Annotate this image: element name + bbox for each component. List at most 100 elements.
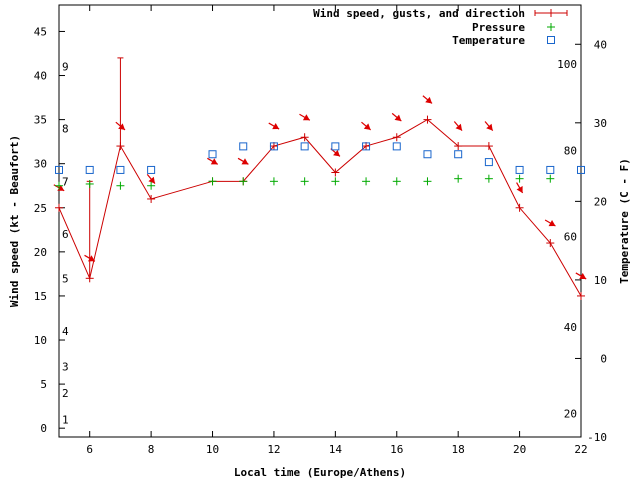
wind-direction-arrow bbox=[361, 121, 372, 131]
x-tick-label: 14 bbox=[329, 443, 343, 456]
pressure-point bbox=[515, 174, 524, 183]
pressure-point bbox=[392, 177, 401, 186]
wind-speed-line bbox=[58, 119, 582, 297]
temperature-point bbox=[423, 150, 432, 159]
beaufort-label: 2 bbox=[62, 387, 69, 400]
legend-swatch-pressure bbox=[547, 23, 555, 31]
x-tick-label: 20 bbox=[513, 443, 526, 456]
x-tick-label: 8 bbox=[148, 443, 155, 456]
beaufort-label: 8 bbox=[62, 122, 69, 135]
temperature-point bbox=[331, 142, 340, 151]
pressure-point bbox=[300, 177, 309, 186]
wind-direction-arrow bbox=[207, 157, 219, 165]
wind-direction-arrow bbox=[84, 254, 96, 262]
beaufort-label: 5 bbox=[62, 272, 69, 285]
wind-speed-point bbox=[515, 203, 524, 212]
temperature-point bbox=[362, 142, 371, 151]
wind-speed-point bbox=[423, 115, 432, 124]
x-tick-label: 10 bbox=[206, 443, 219, 456]
y-tick-label: 40 bbox=[34, 70, 47, 83]
wind-direction-arrow bbox=[484, 121, 494, 132]
wind-speed-point bbox=[116, 142, 125, 151]
wind-speed-point bbox=[55, 203, 63, 212]
y2-tick-label: 10 bbox=[594, 274, 607, 287]
beaufort-label: 7 bbox=[62, 175, 69, 188]
pressure-point bbox=[55, 181, 63, 190]
wind-speed-point bbox=[147, 194, 156, 203]
temperature-point bbox=[147, 165, 156, 174]
wind-speed-point bbox=[85, 274, 94, 283]
pressure-point bbox=[423, 177, 432, 186]
wind-speed-point bbox=[454, 142, 463, 151]
wind-direction-arrow bbox=[544, 219, 556, 227]
beaufort-label: 1 bbox=[62, 413, 69, 426]
beaufort-label: 6 bbox=[62, 228, 69, 241]
wind-direction-arrow bbox=[115, 121, 126, 131]
y2-tick-label: 20 bbox=[594, 195, 607, 208]
wind-speed-point bbox=[362, 142, 371, 151]
temperature-point bbox=[116, 165, 125, 174]
fahrenheit-label: 100 bbox=[557, 58, 577, 71]
beaufort-label: 3 bbox=[62, 360, 69, 373]
wind-direction-arrow bbox=[453, 121, 463, 132]
temperature-point bbox=[239, 142, 248, 151]
legend-label: Wind speed, gusts, and direction bbox=[313, 7, 525, 20]
pressure-point bbox=[208, 177, 217, 186]
fahrenheit-label: 40 bbox=[564, 321, 577, 334]
x-axis-title: Local time (Europe/Athens) bbox=[234, 466, 406, 479]
y-tick-label: 0 bbox=[40, 422, 47, 435]
y-tick-label: 10 bbox=[34, 334, 47, 347]
wind-direction-arrow bbox=[299, 113, 311, 121]
wind-speed-point bbox=[577, 291, 585, 300]
wind-speed-point bbox=[484, 142, 493, 151]
temperature-point bbox=[515, 165, 524, 174]
pressure-point bbox=[362, 177, 371, 186]
y2-tick-label: 40 bbox=[594, 38, 607, 51]
pressure-point bbox=[269, 177, 278, 186]
y2-tick-label: 0 bbox=[600, 352, 607, 365]
legend-label: Temperature bbox=[452, 34, 525, 47]
y-tick-label: 5 bbox=[40, 378, 47, 391]
temperature-point bbox=[484, 158, 493, 167]
fahrenheit-label: 80 bbox=[564, 144, 577, 157]
pressure-point bbox=[85, 179, 94, 188]
temperature-point bbox=[454, 150, 463, 159]
x-tick-label: 6 bbox=[86, 443, 93, 456]
pressure-point bbox=[239, 177, 248, 186]
y2-tick-label: 30 bbox=[594, 117, 607, 130]
wind-speed-point bbox=[331, 168, 340, 177]
pressure-point bbox=[484, 174, 493, 183]
temperature-point bbox=[392, 142, 401, 151]
x-tick-label: 16 bbox=[390, 443, 403, 456]
pressure-point bbox=[454, 174, 463, 183]
pressure-point bbox=[116, 181, 125, 190]
wind-direction-arrow bbox=[391, 112, 402, 122]
wind-speed-point bbox=[546, 239, 555, 248]
beaufort-label: 4 bbox=[62, 325, 69, 338]
y2-tick-label: -10 bbox=[587, 431, 607, 444]
temperature-point bbox=[208, 150, 217, 159]
pressure-point bbox=[147, 181, 156, 190]
wind-direction-arrow bbox=[575, 272, 587, 280]
fahrenheit-label: 20 bbox=[564, 407, 577, 420]
beaufort-label: 9 bbox=[62, 61, 69, 74]
temperature-point bbox=[85, 165, 94, 174]
y-tick-label: 35 bbox=[34, 114, 47, 127]
y-tick-label: 20 bbox=[34, 246, 47, 259]
wind-direction-arrow bbox=[268, 122, 280, 130]
legend-swatch-temperature bbox=[547, 36, 555, 44]
pressure-point bbox=[331, 177, 340, 186]
wind-speed-point bbox=[300, 133, 309, 142]
fahrenheit-label: 60 bbox=[564, 231, 577, 244]
temperature-point bbox=[55, 165, 63, 174]
y2-axis-title: Temperature (C - F) bbox=[618, 158, 631, 284]
legend-label: Pressure bbox=[472, 21, 525, 34]
temperature-point bbox=[300, 142, 309, 151]
temperature-point bbox=[577, 165, 585, 174]
temperature-point bbox=[269, 142, 278, 151]
temperature-point bbox=[546, 165, 555, 174]
plot-frame bbox=[58, 4, 582, 438]
wind-speed-point bbox=[392, 133, 401, 142]
x-tick-label: 18 bbox=[452, 443, 465, 456]
